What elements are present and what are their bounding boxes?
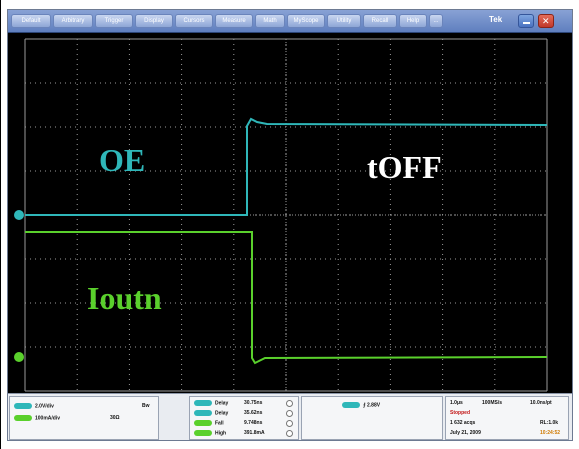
trigger-panel[interactable]: ⨍ 2.88V <box>301 396 443 440</box>
waveform-display <box>14 38 548 392</box>
record-length: RL:1.0k <box>540 420 559 426</box>
menu-measure[interactable]: Measure <box>215 14 253 28</box>
meas3-name: Fall <box>215 420 224 427</box>
menu-math[interactable]: Math <box>255 14 285 28</box>
clock: 10:24:52 <box>540 430 561 436</box>
meas4-indicator <box>286 430 293 437</box>
trigger-slope-icon: ⨍ <box>363 402 366 409</box>
timebase-panel[interactable]: 1.0μs 100MS/s 10.0ns/pt Stopped 1 632 ac… <box>445 396 569 440</box>
meas1-name: Delay <box>215 400 229 407</box>
ch2-pill[interactable] <box>14 415 32 421</box>
menu-myscope[interactable]: MyScope <box>287 14 325 28</box>
record-rate: 10.0ns/pt <box>530 400 552 406</box>
tek-logo: Tek <box>489 15 503 24</box>
meas4-pill <box>194 430 212 436</box>
sample-rate: 100MS/s <box>482 400 503 406</box>
meas3-value: 9.748ns <box>244 420 263 426</box>
date: July 21, 2009 <box>450 430 481 436</box>
menu-arbitrary[interactable]: Arbitrary <box>53 14 93 28</box>
status-bar: 2.0V/div Bw 100mA/div 30Ω Delay 30.75ns … <box>7 393 573 441</box>
menu-trigger[interactable]: Trigger <box>95 14 133 28</box>
menu-default[interactable]: Default <box>11 14 51 28</box>
timebase: 1.0μs <box>450 400 463 406</box>
meas3-pill <box>194 420 212 426</box>
meas2-pill <box>194 410 212 416</box>
channel-scale-panel[interactable]: 2.0V/div Bw 100mA/div 30Ω <box>9 396 159 440</box>
ch1-pill[interactable] <box>14 403 32 409</box>
toff-label: tOFF <box>367 149 442 185</box>
trigger-level: 2.88V <box>367 402 381 409</box>
bandwidth-icon: Bw <box>142 403 150 409</box>
ioutn-label: Ioutn <box>87 280 162 316</box>
meas1-pill <box>194 400 212 406</box>
menu-cursors[interactable]: Cursors <box>175 14 213 28</box>
meas4-name: High <box>215 430 227 437</box>
minimize-button[interactable] <box>518 14 534 28</box>
menu-more[interactable]: ... <box>429 14 443 28</box>
menu-bar: Default Arbitrary Trigger Display Cursor… <box>7 9 573 33</box>
menu-display[interactable]: Display <box>135 14 173 28</box>
meas2-indicator <box>286 410 293 417</box>
meas3-indicator <box>286 420 293 427</box>
meas4-value: 391.8mA <box>244 430 265 436</box>
ch2-scale: 100mA/div <box>35 415 61 422</box>
meas2-name: Delay <box>215 410 229 417</box>
close-button[interactable] <box>538 14 554 28</box>
ch1-ground-marker[interactable] <box>14 210 24 220</box>
trigger-source-pill[interactable] <box>342 402 360 408</box>
oscilloscope-screen: Default Arbitrary Trigger Display Cursor… <box>7 9 573 441</box>
menu-help[interactable]: Help <box>399 14 427 28</box>
ch2-ground-marker[interactable] <box>14 352 24 362</box>
menu-recall[interactable]: Recall <box>363 14 397 28</box>
measurement-panel[interactable]: Delay 30.75ns Delay 35.62ns Fall 9.748ns… <box>189 396 299 440</box>
ch1-scale: 2.0V/div <box>35 403 54 410</box>
meas2-value: 35.62ns <box>244 410 263 416</box>
meas1-indicator <box>286 400 293 407</box>
ioutn-waveform <box>25 231 548 365</box>
menu-utility[interactable]: Utility <box>327 14 361 28</box>
run-state: Stopped <box>450 410 470 416</box>
acquisitions: 1 632 acqs <box>450 420 476 426</box>
oe-label: OE <box>99 142 146 178</box>
ch2-coupling: 30Ω <box>110 415 120 421</box>
oe-waveform <box>25 117 548 216</box>
meas1-value: 30.75ns <box>244 400 263 406</box>
